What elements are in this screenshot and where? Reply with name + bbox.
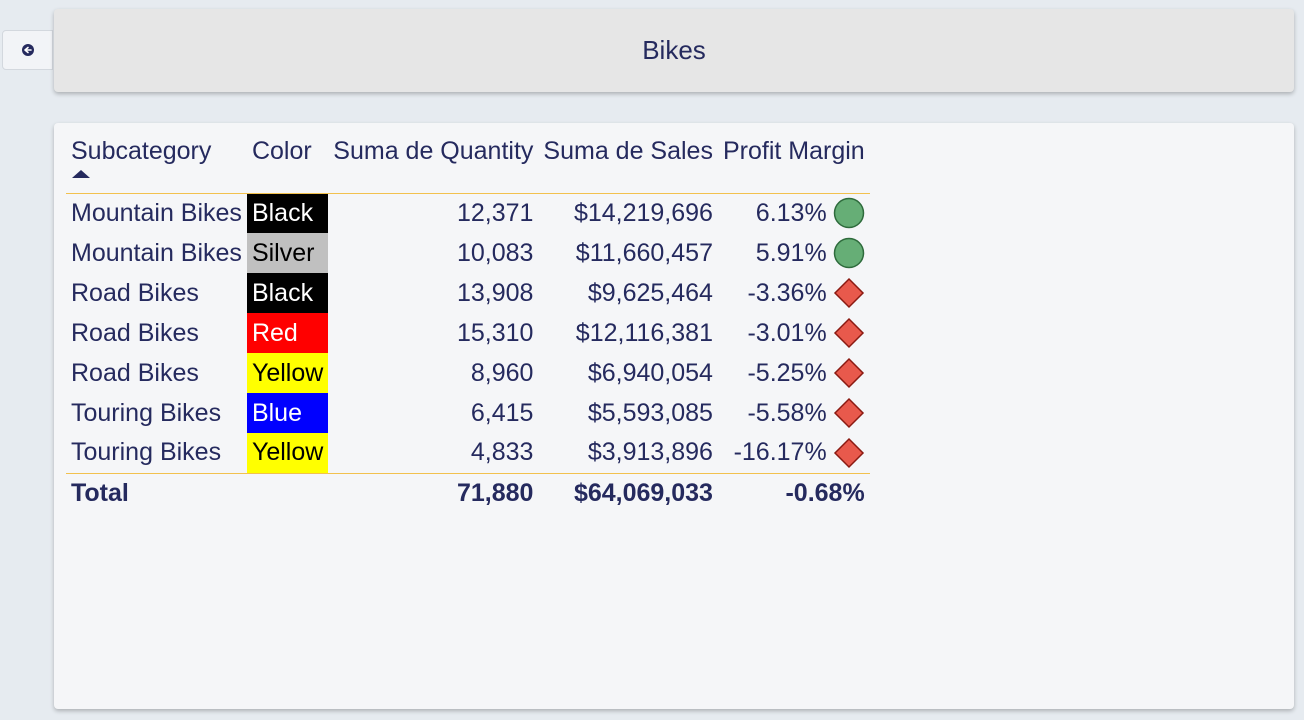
table-row[interactable]: Touring Bikes Yellow 4,833 $3,913,896 -16.17… bbox=[66, 433, 870, 473]
row-margin-value: 5.91% bbox=[755, 238, 827, 267]
red-diamond-icon bbox=[833, 317, 864, 349]
row-color: Red bbox=[246, 313, 329, 353]
row-sales: $3,913,896 bbox=[587, 438, 713, 467]
row-sales: $14,219,696 bbox=[573, 198, 713, 227]
matrix-visual: Subcategory Color Suma de Quantity Suma … bbox=[54, 123, 1294, 709]
total-label: Total bbox=[66, 472, 247, 513]
row-profit-margin: -3.01% bbox=[718, 313, 870, 353]
total-sales: $64,069,033 bbox=[538, 472, 718, 513]
row-profit-margin: -5.25% bbox=[718, 353, 870, 393]
collapse-toggle-icon bbox=[21, 44, 34, 56]
sidebar-toggle-button[interactable] bbox=[2, 30, 53, 70]
red-diamond-icon bbox=[833, 277, 864, 309]
column-header-label: Profit Margin bbox=[722, 137, 865, 165]
row-quantity: 6,415 bbox=[470, 398, 534, 427]
row-subcategory: Touring Bikes bbox=[71, 438, 222, 467]
row-margin-value: -5.58% bbox=[747, 398, 827, 427]
column-header-subcategory[interactable]: Subcategory bbox=[66, 137, 247, 194]
row-sales: $6,940,054 bbox=[587, 358, 713, 387]
row-quantity: 4,833 bbox=[470, 438, 534, 467]
column-header-label: Suma de Quantity bbox=[333, 137, 534, 165]
red-diamond-icon bbox=[833, 357, 864, 389]
row-margin-value: -5.25% bbox=[747, 358, 827, 387]
row-quantity: 8,960 bbox=[470, 358, 534, 387]
row-margin-value: -3.36% bbox=[747, 278, 827, 307]
table-header-row: Subcategory Color Suma de Quantity Suma … bbox=[66, 137, 870, 194]
column-header-label: Color bbox=[251, 137, 312, 165]
title-card: Bikes bbox=[54, 9, 1294, 92]
green-circle-icon bbox=[833, 237, 864, 269]
column-header-color[interactable]: Color bbox=[246, 137, 329, 194]
table-row[interactable]: Mountain Bikes Silver 10,083 $11,660,457 5.9… bbox=[66, 233, 870, 273]
row-margin-value: 6.13% bbox=[755, 198, 827, 227]
row-subcategory: Road Bikes bbox=[71, 358, 199, 387]
row-profit-margin: -5.58% bbox=[718, 393, 870, 433]
column-header-label: Suma de Sales bbox=[543, 137, 713, 165]
column-header-profit-margin[interactable]: Profit Margin bbox=[717, 137, 870, 194]
row-color: Yellow bbox=[246, 353, 329, 393]
page-title: Bikes bbox=[642, 35, 706, 65]
row-sales: $9,625,464 bbox=[587, 278, 713, 307]
green-circle-icon bbox=[833, 198, 864, 229]
total-color-cell bbox=[246, 472, 329, 513]
row-subcategory: Road Bikes bbox=[71, 278, 199, 307]
row-profit-margin: 5.91% bbox=[718, 233, 870, 273]
row-quantity: 13,908 bbox=[456, 278, 534, 307]
row-subcategory: Touring Bikes bbox=[71, 398, 222, 427]
row-margin-value: -3.01% bbox=[747, 318, 827, 347]
table-row[interactable]: Road Bikes Red 15,310 $12,116,381 -3.01% bbox=[66, 313, 870, 353]
row-sales: $12,116,381 bbox=[575, 318, 713, 347]
row-quantity: 12,371 bbox=[456, 198, 534, 227]
column-header-sales[interactable]: Suma de Sales bbox=[538, 137, 718, 194]
red-diamond-icon bbox=[833, 437, 864, 468]
row-color: Blue bbox=[246, 393, 329, 433]
total-margin: -0.68% bbox=[717, 472, 870, 513]
row-color: Black bbox=[246, 273, 329, 313]
table-row[interactable]: Touring Bikes Blue 6,415 $5,593,085 -5.58% bbox=[66, 393, 870, 433]
red-diamond-icon bbox=[833, 397, 864, 429]
data-table: Subcategory Color Suma de Quantity Suma … bbox=[66, 137, 870, 513]
row-subcategory: Mountain Bikes bbox=[71, 238, 242, 267]
total-quantity: 71,880 bbox=[328, 472, 539, 513]
row-sales: $11,660,457 bbox=[575, 238, 713, 267]
row-quantity: 15,310 bbox=[456, 318, 534, 347]
row-profit-margin: -16.17% bbox=[718, 433, 870, 473]
table-row[interactable]: Mountain Bikes Black 12,371 $14,219,696 6.13… bbox=[66, 193, 870, 233]
row-quantity: 10,083 bbox=[456, 238, 534, 267]
row-color: Yellow bbox=[246, 433, 329, 473]
row-color: Black bbox=[246, 193, 329, 233]
column-header-quantity[interactable]: Suma de Quantity bbox=[328, 137, 539, 194]
row-sales: $5,593,085 bbox=[587, 398, 713, 427]
row-subcategory: Mountain Bikes bbox=[71, 198, 242, 227]
row-profit-margin: 6.13% bbox=[718, 193, 870, 233]
row-color: Silver bbox=[246, 233, 329, 273]
total-row: Total 71,880 $64,069,033 -0.68% bbox=[66, 472, 870, 513]
row-subcategory: Road Bikes bbox=[71, 318, 199, 347]
row-margin-value: -16.17% bbox=[733, 438, 827, 467]
row-profit-margin: -3.36% bbox=[718, 273, 870, 313]
sort-ascending-icon bbox=[72, 170, 90, 178]
table-row[interactable]: Road Bikes Black 13,908 $9,625,464 -3.36% bbox=[66, 273, 870, 313]
table-row[interactable]: Road Bikes Yellow 8,960 $6,940,054 -5.25% bbox=[66, 353, 870, 393]
column-header-label: Subcategory bbox=[71, 137, 212, 165]
